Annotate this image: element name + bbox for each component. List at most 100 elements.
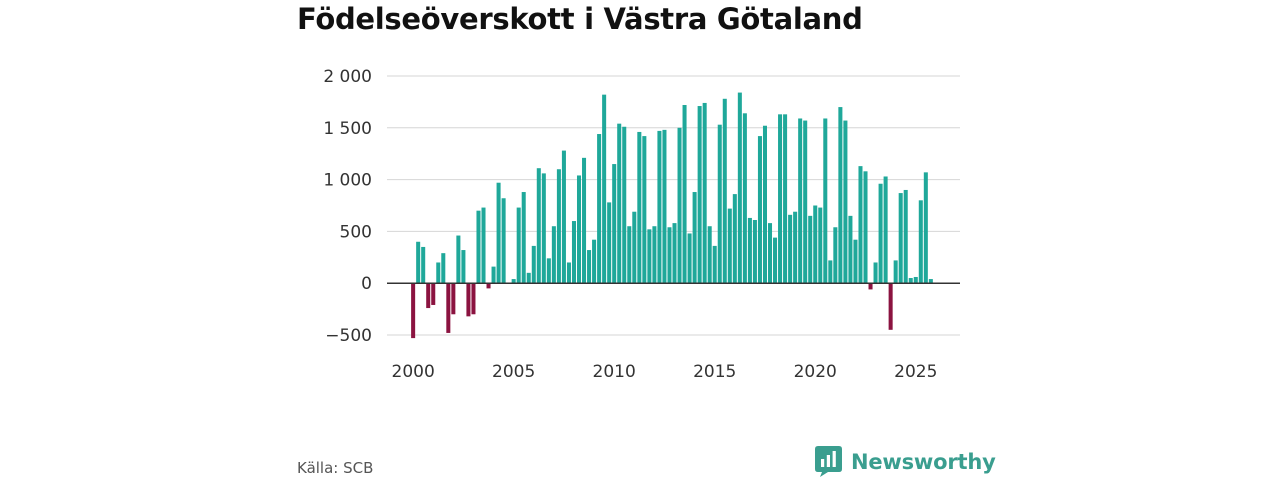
bar — [647, 229, 652, 284]
bar — [828, 260, 833, 284]
bar — [627, 226, 632, 284]
bar — [878, 183, 883, 284]
bar — [742, 113, 747, 284]
bar — [702, 102, 707, 284]
bar — [717, 124, 722, 284]
x-tick-label: 2005 — [492, 362, 535, 382]
bar — [682, 105, 687, 284]
bar — [597, 134, 602, 284]
bar — [632, 211, 637, 284]
bar — [928, 279, 933, 284]
bar — [687, 233, 692, 284]
bar — [793, 211, 798, 284]
bar — [697, 106, 702, 284]
x-tick-label: 2015 — [693, 362, 736, 382]
bar — [672, 223, 677, 284]
y-tick-label: 1 000 — [323, 171, 372, 191]
bar — [883, 176, 888, 284]
bar — [908, 278, 913, 284]
bar — [441, 253, 446, 284]
bar — [471, 283, 476, 315]
bar — [521, 192, 526, 284]
bar — [576, 175, 582, 284]
bar — [607, 202, 612, 284]
bar — [757, 136, 762, 284]
y-tick-label: 1 500 — [323, 119, 372, 139]
bar — [642, 136, 647, 284]
bar — [551, 226, 556, 284]
bar — [446, 283, 451, 333]
bar — [778, 114, 783, 284]
bar — [416, 241, 421, 284]
bar — [496, 182, 501, 284]
bar — [903, 189, 908, 284]
x-tick-label: 2020 — [794, 362, 837, 382]
bar — [752, 220, 757, 284]
y-tick-label: 500 — [340, 222, 372, 242]
bar — [501, 198, 506, 284]
bar — [848, 215, 853, 284]
bar — [788, 214, 793, 284]
bar — [531, 245, 536, 284]
bar — [843, 120, 848, 284]
bar — [526, 272, 531, 284]
bar — [747, 217, 752, 284]
bar — [592, 239, 597, 284]
bar — [426, 283, 431, 309]
bar — [873, 262, 878, 284]
chart-area: 2 000 1 500 1 000 500 0 −500 2000 2005 2010 2015… — [323, 67, 960, 382]
bar — [491, 266, 496, 284]
bar — [451, 283, 456, 315]
bar — [813, 205, 818, 284]
x-tick-label: 2025 — [894, 362, 937, 382]
bar — [767, 223, 773, 284]
bar — [888, 283, 893, 330]
bar — [536, 168, 541, 284]
bar — [727, 208, 732, 284]
newsworthy-logo-icon — [815, 446, 842, 477]
brand-name: Newsworthy — [851, 449, 996, 474]
bar — [677, 127, 682, 284]
bar — [853, 239, 858, 284]
bar — [622, 126, 627, 284]
x-tick-label: 2010 — [593, 362, 636, 382]
bar — [481, 207, 486, 284]
bar — [516, 207, 521, 284]
bar — [823, 118, 828, 284]
bar — [918, 200, 923, 284]
bar — [838, 107, 843, 284]
bar — [783, 114, 788, 284]
bar — [737, 92, 742, 284]
bar — [431, 283, 436, 305]
bar — [456, 235, 461, 284]
bar — [667, 227, 672, 284]
bar — [863, 171, 868, 284]
source-note: Källa: SCB — [297, 459, 374, 477]
bar — [612, 164, 617, 284]
y-tick-label: 2 000 — [323, 67, 372, 87]
bar — [571, 221, 576, 284]
bar — [662, 129, 667, 284]
bar — [868, 283, 873, 290]
bar — [486, 283, 491, 289]
bar — [556, 169, 561, 284]
bar — [582, 157, 587, 284]
bar — [476, 210, 481, 284]
bar — [421, 246, 426, 284]
bar — [712, 245, 717, 284]
bar — [587, 250, 592, 284]
bar — [546, 258, 551, 284]
bar — [858, 166, 863, 284]
bar — [913, 276, 918, 284]
bar — [657, 130, 662, 284]
bar — [732, 194, 737, 284]
y-axis-ticks: 2 000 1 500 1 000 500 0 −500 — [323, 67, 372, 346]
bar — [923, 172, 928, 284]
bar — [511, 279, 516, 284]
brand-logo[interactable]: Newsworthy — [815, 446, 996, 477]
bar — [461, 250, 466, 284]
bar — [818, 207, 823, 284]
bar — [602, 94, 607, 284]
bar — [808, 215, 813, 284]
x-tick-label: 2000 — [392, 362, 435, 382]
